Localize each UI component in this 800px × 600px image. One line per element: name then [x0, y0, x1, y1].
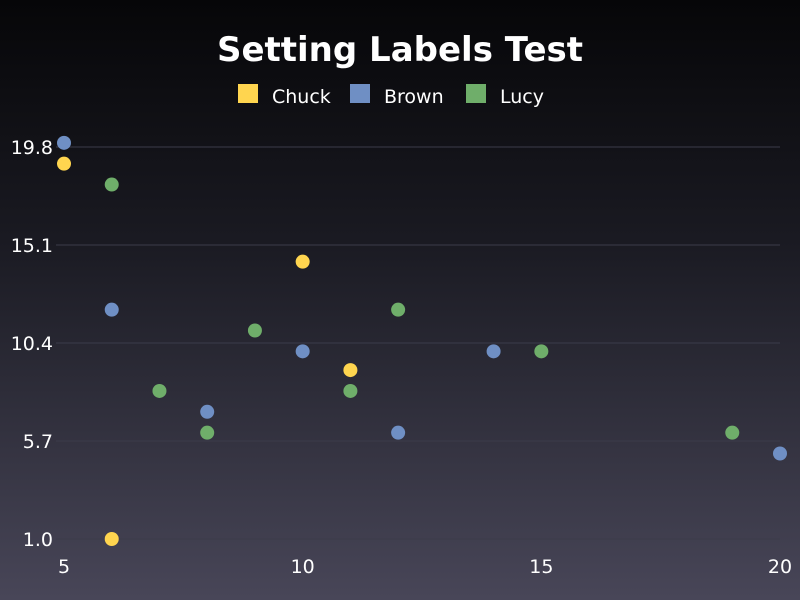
data-point[interactable] [104, 532, 119, 546]
legend-swatch [238, 84, 258, 103]
data-point[interactable] [57, 156, 71, 171]
data-point[interactable] [295, 254, 310, 269]
legend-item-chuck[interactable]: Chuck [238, 84, 331, 108]
data-point[interactable] [200, 404, 215, 419]
y-tick-label: 5.7 [23, 431, 53, 453]
x-tick-label: 20 [768, 556, 792, 578]
y-tick-label: 1.0 [23, 529, 53, 551]
y-tick-label: 10.4 [11, 333, 53, 355]
x-axis: 5 10 15 20 [58, 556, 792, 578]
series-lucy [104, 177, 740, 440]
data-point[interactable] [152, 383, 167, 398]
legend-label: Lucy [500, 86, 544, 108]
y-axis: 1.0 5.7 10.4 15.1 19.8 [11, 137, 53, 551]
data-point[interactable] [391, 302, 406, 317]
data-point[interactable] [295, 344, 310, 359]
data-point[interactable] [57, 135, 71, 150]
y-tick-label: 19.8 [11, 137, 53, 159]
legend-item-brown[interactable]: Brown [350, 84, 444, 108]
data-point[interactable] [534, 344, 549, 359]
data-point[interactable] [773, 446, 787, 461]
x-tick-label: 15 [529, 556, 553, 578]
legend-label: Chuck [272, 86, 331, 108]
x-tick-label: 10 [291, 556, 315, 578]
series-brown [57, 135, 787, 461]
data-point[interactable] [486, 344, 501, 359]
x-tick-label: 5 [58, 556, 70, 578]
data-point[interactable] [104, 177, 119, 192]
data-point[interactable] [247, 323, 262, 338]
data-point[interactable] [391, 425, 406, 440]
data-point[interactable] [200, 425, 215, 440]
grid-lines [56, 146, 780, 540]
legend-label: Brown [384, 86, 444, 108]
series-chuck [57, 156, 358, 546]
data-point[interactable] [343, 363, 358, 378]
plot-area [57, 135, 787, 546]
legend: Chuck Brown Lucy [238, 84, 544, 108]
legend-swatch [350, 84, 370, 103]
y-tick-label: 15.1 [11, 235, 53, 257]
legend-item-lucy[interactable]: Lucy [466, 84, 544, 108]
data-point[interactable] [104, 302, 119, 317]
chart-title: Setting Labels Test [217, 30, 583, 70]
legend-swatch [466, 84, 486, 103]
data-point[interactable] [343, 383, 358, 398]
data-point[interactable] [725, 425, 740, 440]
